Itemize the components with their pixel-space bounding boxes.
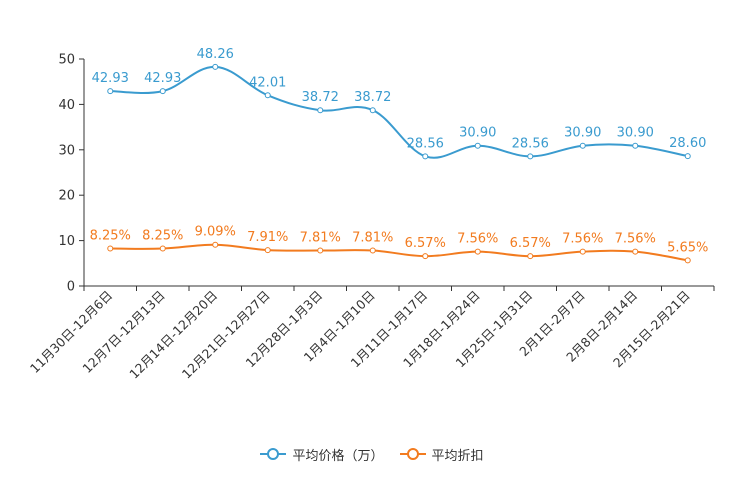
- legend-item-price[interactable]: 平均价格（万）: [260, 445, 384, 464]
- price-data-point: [474, 142, 481, 149]
- discount-data-label: 6.57%: [405, 236, 446, 251]
- discount-data-label: 9.09%: [195, 225, 236, 240]
- price-data-point: [632, 142, 639, 149]
- price-data-label: 42.01: [249, 75, 286, 90]
- discount-data-label: 7.91%: [247, 230, 288, 245]
- legend-item-discount[interactable]: 平均折扣: [399, 445, 484, 464]
- price-data-point: [317, 107, 324, 114]
- legend-price-swatch-icon: [260, 448, 287, 460]
- price-data-label: 48.26: [197, 47, 234, 62]
- discount-data-label: 6.57%: [510, 236, 551, 251]
- price-data-label: 30.90: [459, 126, 496, 141]
- price-series-line: [110, 65, 688, 159]
- price-data-point: [684, 153, 691, 160]
- discount-data-label: 7.81%: [352, 231, 393, 246]
- y-tick-label: 20: [58, 189, 75, 204]
- discount-data-point: [632, 248, 639, 255]
- price-data-point: [212, 63, 219, 70]
- price-data-label: 38.72: [302, 90, 339, 105]
- price-data-point: [369, 107, 376, 114]
- series-points: [107, 63, 691, 264]
- discount-data-label: 7.56%: [615, 232, 656, 247]
- discount-data-point: [317, 247, 324, 254]
- discount-data-point: [579, 248, 586, 255]
- price-data-label: 28.56: [512, 136, 549, 151]
- price-data-label: 42.93: [144, 71, 181, 86]
- price-data-point: [579, 142, 586, 149]
- discount-data-label: 7.81%: [300, 231, 341, 246]
- y-tick-label: 40: [58, 98, 75, 113]
- discount-data-label: 7.56%: [562, 232, 603, 247]
- price-data-label: 30.90: [564, 126, 601, 141]
- discount-data-point: [264, 247, 271, 254]
- discount-data-point: [369, 247, 376, 254]
- discount-data-point: [159, 245, 166, 252]
- x-tick-label: 12月14日-12月20日: [126, 288, 220, 382]
- price-data-label: 42.93: [92, 71, 129, 86]
- price-data-point: [264, 92, 271, 99]
- x-tick-label: 12月21日-12月27日: [179, 288, 273, 382]
- y-tick-label: 50: [58, 53, 75, 68]
- discount-data-point: [212, 241, 219, 248]
- y-tick-label: 10: [58, 234, 75, 249]
- discount-series-line: [110, 243, 688, 262]
- legend-discount-swatch-icon: [399, 448, 426, 460]
- discount-data-point: [422, 253, 429, 260]
- price-data-point: [107, 88, 114, 95]
- price-data-label: 30.90: [617, 126, 654, 141]
- discount-data-point: [527, 253, 534, 260]
- discount-data-point: [684, 257, 691, 264]
- y-tick-label: 0: [67, 280, 75, 295]
- discount-data-point: [474, 248, 481, 255]
- price-data-point: [159, 88, 166, 95]
- price-data-label: 28.60: [669, 136, 706, 151]
- price-data-point: [527, 153, 534, 160]
- chart-legend: 平均价格（万） 平均折扣: [0, 444, 744, 464]
- discount-data-label: 7.56%: [457, 232, 498, 247]
- discount-data-label: 8.25%: [142, 229, 183, 244]
- series-data-labels: 42.93 42.93 48.26 42.01 38.72 38.72 28.56 30.90…: [90, 47, 709, 255]
- discount-data-label: 8.25%: [90, 229, 131, 244]
- discount-data-point: [107, 245, 114, 252]
- legend-discount-label: 平均折扣: [431, 448, 484, 464]
- discount-data-label: 5.65%: [667, 240, 708, 255]
- price-data-label: 28.56: [407, 136, 444, 151]
- y-tick-label: 30: [58, 143, 75, 158]
- price-data-label: 38.72: [354, 90, 391, 105]
- legend-price-label: 平均价格（万）: [292, 448, 384, 464]
- price-data-point: [422, 153, 429, 160]
